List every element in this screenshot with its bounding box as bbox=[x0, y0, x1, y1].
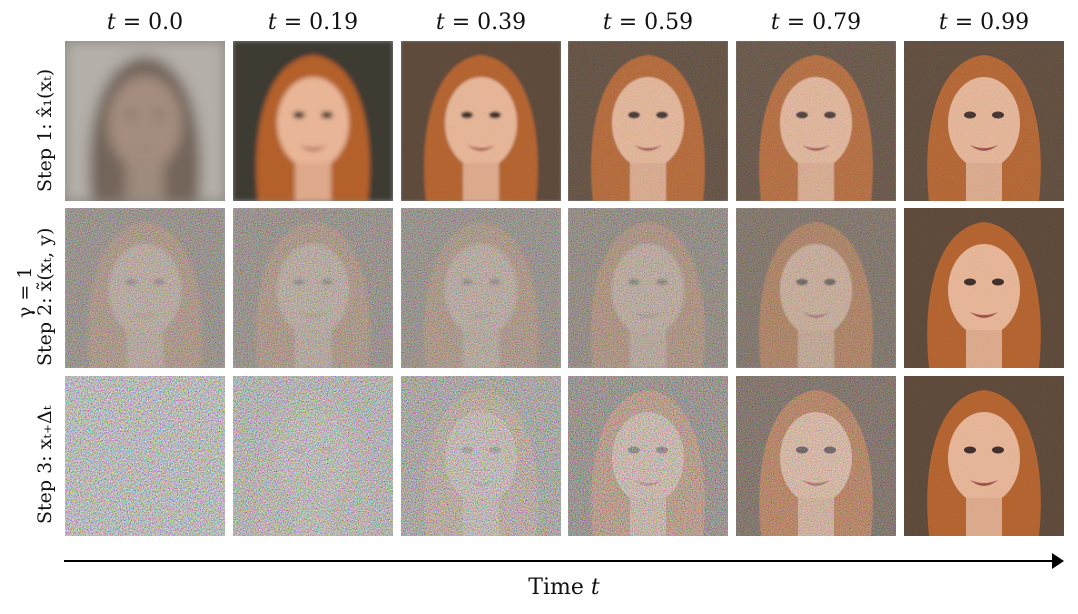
face-image-graphic bbox=[401, 376, 561, 536]
face-image-graphic bbox=[736, 208, 896, 368]
face-image-step2-t4 bbox=[736, 208, 896, 368]
face-image-step2-t5 bbox=[904, 208, 1064, 368]
time-axis-title: Time t bbox=[528, 575, 600, 600]
face-image-step1-t5 bbox=[904, 41, 1064, 201]
face-image-step1-t0 bbox=[65, 41, 225, 201]
face-image-graphic bbox=[233, 208, 393, 368]
face-image-graphic bbox=[904, 376, 1064, 536]
column-label-5: t = 0.99 bbox=[938, 10, 1030, 35]
face-image-graphic bbox=[568, 41, 728, 201]
face-image-graphic bbox=[401, 41, 561, 201]
time-axis-arrowhead bbox=[1052, 553, 1064, 569]
face-image-step2-t1 bbox=[233, 208, 393, 368]
face-image-step3-t5 bbox=[904, 376, 1064, 536]
face-image-graphic bbox=[904, 41, 1064, 201]
face-image-graphic bbox=[65, 41, 225, 201]
face-image-step1-t4 bbox=[736, 41, 896, 201]
face-image-graphic bbox=[568, 208, 728, 368]
face-image-graphic bbox=[65, 208, 225, 368]
row-label-step1: Step 1: x̂₁(xₜ) bbox=[34, 68, 56, 192]
column-label-3: t = 0.59 bbox=[602, 10, 694, 35]
face-image-graphic bbox=[736, 376, 896, 536]
row-label-step3: Step 3: xₜ₊Δₜ bbox=[34, 405, 56, 524]
face-image-graphic bbox=[568, 376, 728, 536]
gamma-label: γ = 1 bbox=[14, 266, 36, 318]
time-axis-line bbox=[64, 560, 1054, 562]
face-image-step2-t2 bbox=[401, 208, 561, 368]
face-image-step1-t1 bbox=[233, 41, 393, 201]
face-image-step3-t3 bbox=[568, 376, 728, 536]
face-image-graphic bbox=[401, 208, 561, 368]
face-image-graphic bbox=[65, 376, 225, 536]
face-image-step1-t3 bbox=[568, 41, 728, 201]
column-label-0: t = 0.0 bbox=[106, 10, 184, 35]
column-label-2: t = 0.39 bbox=[435, 10, 527, 35]
face-image-step3-t0 bbox=[65, 376, 225, 536]
face-image-graphic bbox=[233, 376, 393, 536]
column-label-1: t = 0.19 bbox=[267, 10, 359, 35]
face-image-graphic bbox=[904, 208, 1064, 368]
column-label-4: t = 0.79 bbox=[770, 10, 862, 35]
face-image-step1-t2 bbox=[401, 41, 561, 201]
face-image-step3-t4 bbox=[736, 376, 896, 536]
face-image-step3-t1 bbox=[233, 376, 393, 536]
face-image-step2-t3 bbox=[568, 208, 728, 368]
row-label-step2: Step 2: x̃(xₜ, y) bbox=[34, 227, 56, 366]
face-image-graphic bbox=[736, 41, 896, 201]
face-image-step3-t2 bbox=[401, 376, 561, 536]
face-image-step2-t0 bbox=[65, 208, 225, 368]
face-image-graphic bbox=[233, 41, 393, 201]
